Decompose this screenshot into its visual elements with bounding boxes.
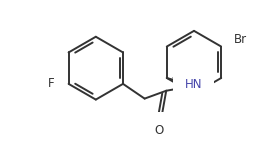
Text: O: O [155,124,164,137]
Text: Br: Br [234,33,247,46]
Text: HN: HN [185,78,203,91]
Text: F: F [48,77,54,90]
